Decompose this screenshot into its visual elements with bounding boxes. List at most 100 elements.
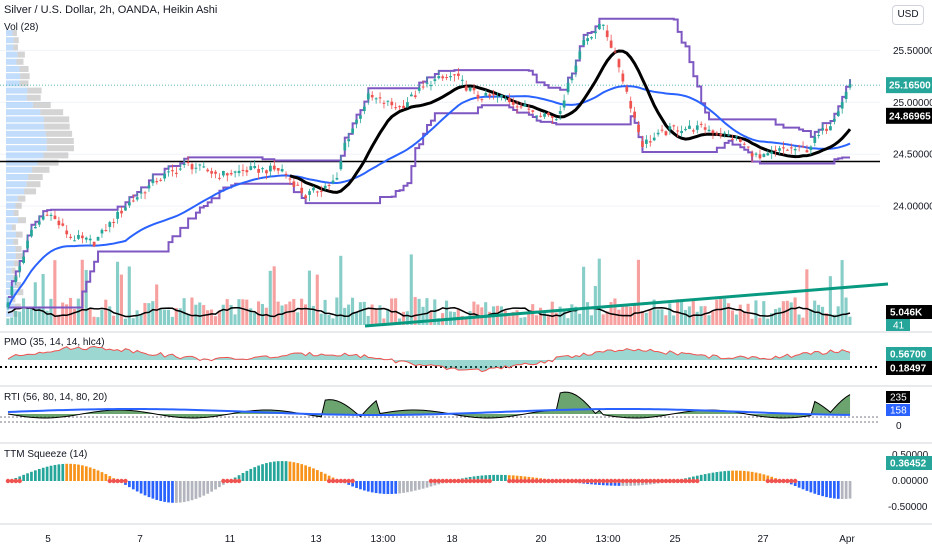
rti-zero-label: 0	[896, 421, 902, 432]
ttm-bar	[496, 474, 499, 481]
ttm-squeeze-dot	[13, 478, 18, 484]
candle-body	[778, 148, 781, 151]
ttm-bar	[214, 481, 217, 490]
candle-body	[464, 86, 468, 91]
candle-body	[26, 240, 29, 249]
ttm-squeeze-dot	[636, 478, 641, 484]
volume-profile-bar	[15, 253, 23, 260]
ttm-bar	[793, 481, 797, 487]
candle-body	[449, 76, 452, 78]
volume-bar	[785, 300, 789, 325]
ttm-squeeze-dot	[111, 478, 116, 484]
ttm-bar	[500, 474, 503, 481]
candle-body	[151, 179, 155, 184]
candle-body	[535, 115, 539, 117]
volume-bar	[546, 314, 550, 325]
candle-body	[370, 94, 374, 98]
volume-bar	[444, 300, 449, 325]
candle-body	[829, 126, 832, 131]
volume-profile-bar	[13, 37, 19, 44]
ttm-bar	[163, 481, 166, 502]
volume-bar	[730, 310, 734, 325]
volume-bar	[719, 297, 723, 325]
volume-bar	[550, 301, 554, 325]
ttm-squeeze-dot	[663, 478, 669, 484]
candle-body	[135, 197, 139, 200]
volume-bar	[648, 310, 652, 325]
candle-body	[61, 223, 65, 226]
candle-body	[45, 214, 49, 216]
candle-body	[272, 165, 276, 170]
ttm-bar	[515, 475, 519, 481]
ttm-bar	[135, 481, 139, 492]
candle-body	[331, 180, 335, 183]
ttm-squeeze-dot	[456, 478, 461, 484]
volume-bar	[715, 299, 719, 325]
time-tick-label: 18	[446, 534, 458, 545]
volume-bar	[260, 303, 264, 325]
volume-profile-bar	[15, 246, 22, 252]
volume-profile-bar	[19, 80, 29, 87]
ttm-bar	[746, 471, 750, 481]
pmo-line	[7, 346, 851, 373]
candle-body	[116, 211, 119, 219]
candle-body	[664, 131, 668, 136]
volume-bar	[53, 260, 57, 325]
ttm-value-label: 0.36452	[890, 459, 927, 470]
ttm-bar	[836, 481, 840, 499]
candle-body	[637, 124, 640, 132]
ttm-bar	[817, 481, 821, 496]
candle-body	[300, 187, 304, 193]
pmo-value-tag	[886, 347, 932, 361]
ttm-squeeze-dot	[620, 478, 626, 484]
ttm-bar	[288, 461, 292, 481]
ttm-squeeze-dot	[452, 478, 457, 484]
candle-body	[656, 132, 660, 135]
ttm-squeeze-dot	[479, 478, 485, 484]
candle-body	[175, 172, 178, 174]
volume-bar	[464, 317, 468, 325]
channel-upper-line	[7, 17, 852, 299]
volume-bar	[507, 316, 511, 325]
volume-bar	[433, 299, 437, 325]
ttm-squeeze-dot	[330, 478, 336, 484]
ttm-bar	[739, 470, 742, 481]
time-tick-label: 27	[757, 534, 769, 545]
volume-profile-bar	[6, 174, 29, 180]
candle-body	[104, 229, 108, 232]
volume-profile-bar	[12, 30, 17, 36]
pmo-area	[7, 346, 851, 372]
candle-body	[672, 125, 676, 127]
candle-body	[429, 85, 433, 87]
ttm-bar	[488, 475, 492, 481]
candle-body	[398, 106, 401, 108]
candle-body	[159, 179, 163, 181]
candle-body	[754, 153, 758, 155]
candle-body	[629, 100, 633, 109]
candle-body	[347, 139, 351, 142]
ttm-squeeze-dot	[612, 478, 618, 484]
candle-body	[742, 143, 746, 145]
ttm-bar	[625, 481, 629, 486]
ttm-bar	[754, 472, 758, 481]
ttm-squeeze-dot	[534, 478, 539, 484]
volume-bar	[45, 310, 49, 325]
candle-body	[206, 169, 210, 172]
volume-bar	[828, 276, 832, 325]
volume-bar	[159, 309, 163, 325]
candle-body	[265, 170, 268, 174]
candle-body	[739, 138, 742, 143]
ttm-bar	[128, 481, 131, 488]
volume-bar	[135, 310, 139, 325]
candle-body	[695, 125, 699, 130]
ttm-bar	[316, 470, 319, 481]
ttm-squeeze-dot	[691, 478, 696, 484]
volume-bar	[358, 302, 362, 325]
ttm-pane-label: TTM Squeeze (14)	[4, 449, 88, 460]
volume-bar	[288, 301, 292, 325]
volume-bar	[773, 309, 778, 325]
currency-button[interactable]: USD	[892, 5, 924, 25]
volume-bar	[37, 306, 41, 325]
volume-bar	[104, 299, 108, 325]
